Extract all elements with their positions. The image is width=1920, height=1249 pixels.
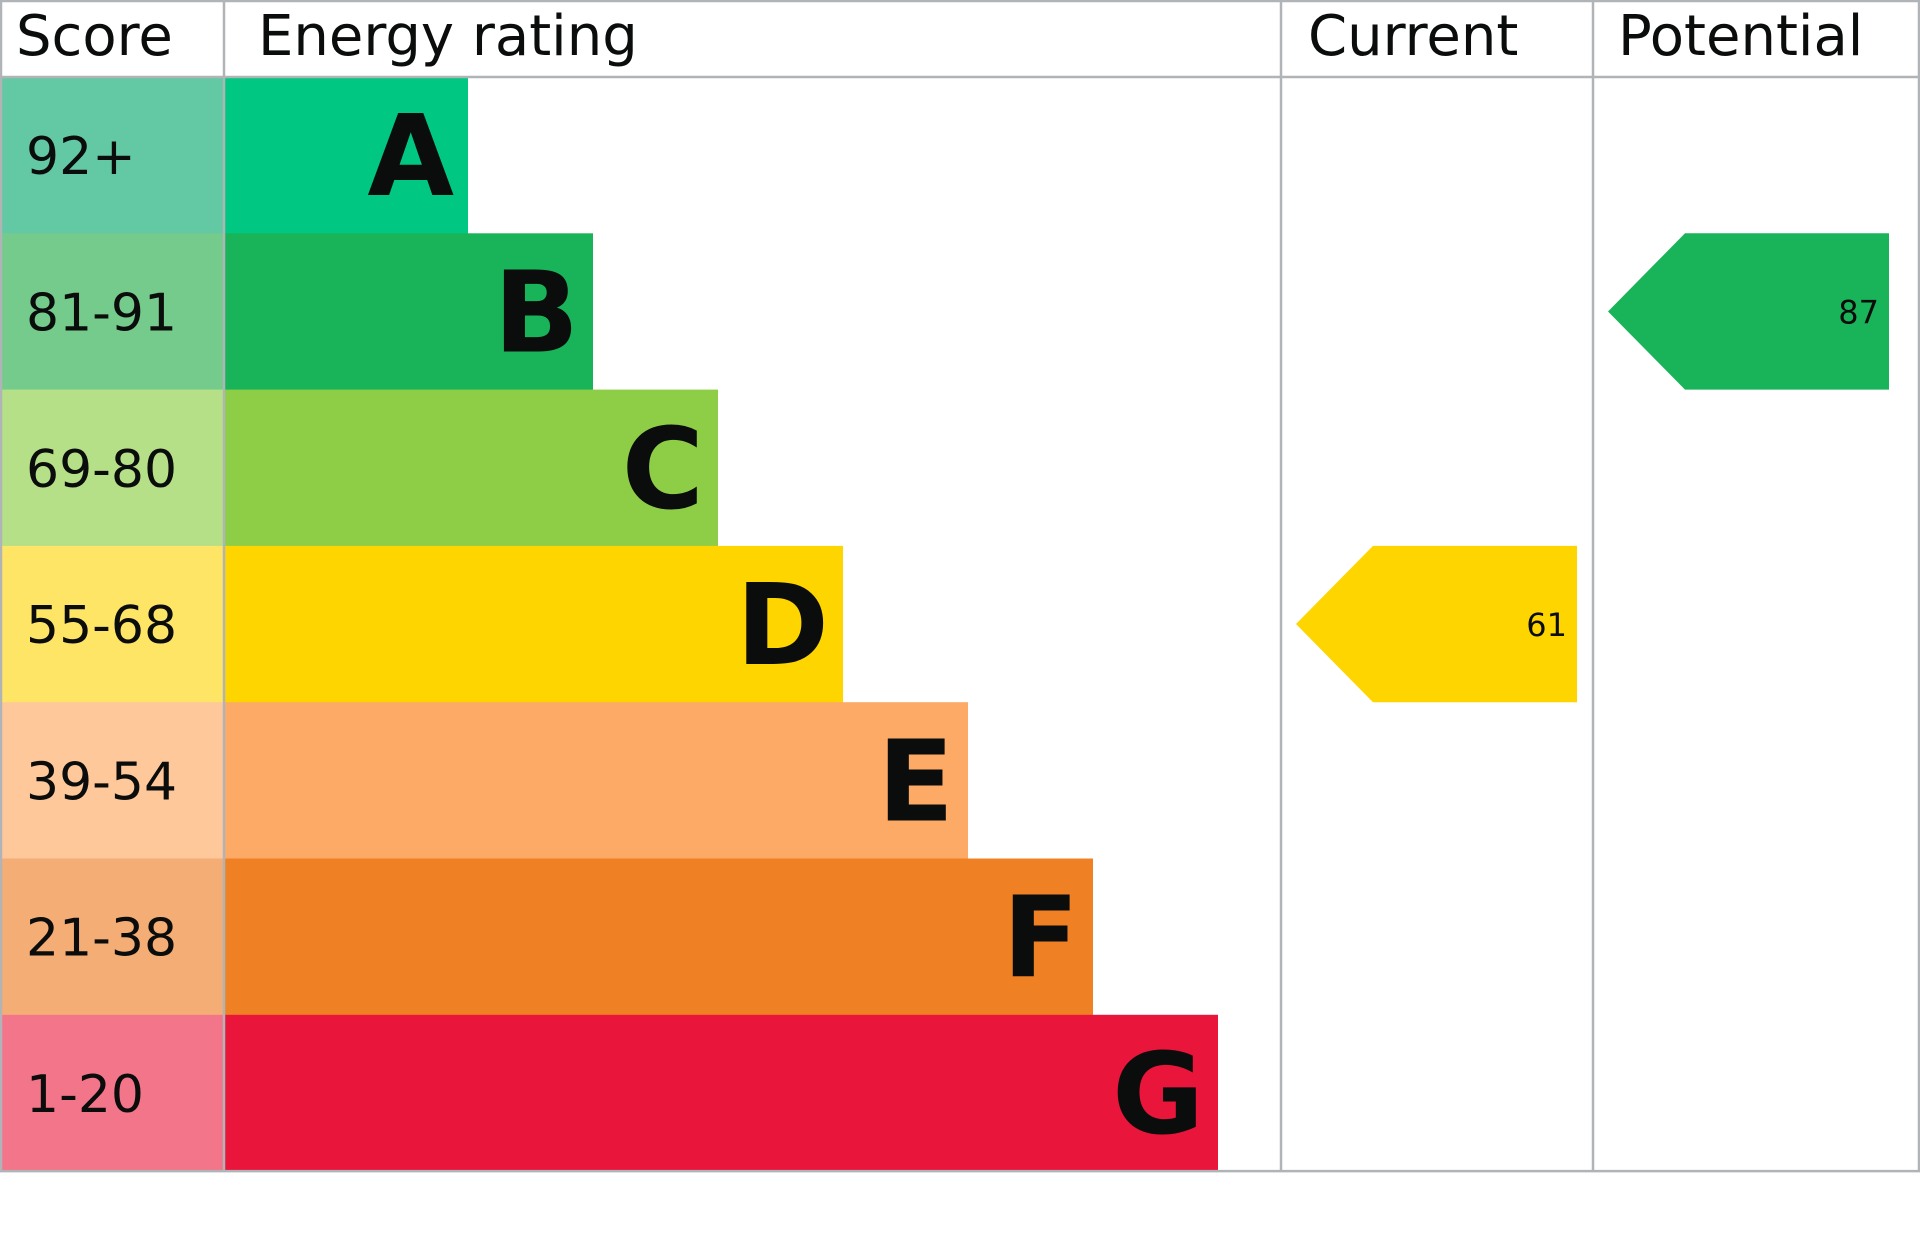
rating-letter-e: E xyxy=(877,717,954,847)
rating-bar-a xyxy=(225,77,468,234)
rating-bar-c xyxy=(225,389,718,547)
current-rating-value: 61 xyxy=(1526,606,1567,644)
rating-bar-f xyxy=(225,858,1093,1016)
rating-letter-f: F xyxy=(1002,874,1079,1004)
rating-letter-d: D xyxy=(736,561,829,691)
score-range-b: 81-91 xyxy=(26,283,177,343)
score-range-e: 39-54 xyxy=(26,752,177,812)
potential-rating-arrow xyxy=(1608,233,1889,390)
score-range-f: 21-38 xyxy=(26,909,177,969)
score-range-c: 69-80 xyxy=(26,440,177,500)
score-range-a: 92+ xyxy=(26,127,136,187)
score-cell-g xyxy=(0,1014,224,1172)
rating-letter-g: G xyxy=(1112,1030,1204,1160)
header-energy-rating: Energy rating xyxy=(258,4,638,69)
header-score: Score xyxy=(16,4,173,69)
rating-bar-e xyxy=(225,702,968,859)
rating-letter-b: B xyxy=(494,248,579,378)
header-current: Current xyxy=(1308,4,1518,69)
score-cell-f xyxy=(0,858,224,1016)
score-range-d: 55-68 xyxy=(26,596,177,656)
score-cell-c xyxy=(0,389,224,547)
header-potential: Potential xyxy=(1618,4,1863,69)
rating-bar-g xyxy=(225,1014,1218,1172)
score-cell-e xyxy=(0,702,224,859)
score-cell-d xyxy=(0,545,224,703)
score-cell-a xyxy=(0,77,224,234)
rating-bar-b xyxy=(225,233,593,391)
score-range-g: 1-20 xyxy=(26,1065,144,1125)
rating-bar-d xyxy=(225,545,843,703)
potential-rating-value: 87 xyxy=(1838,293,1879,331)
current-rating-arrow xyxy=(1296,545,1577,703)
rating-letter-c: C xyxy=(622,405,704,535)
rating-letter-a: A xyxy=(367,92,454,222)
score-cell-b xyxy=(0,233,224,391)
